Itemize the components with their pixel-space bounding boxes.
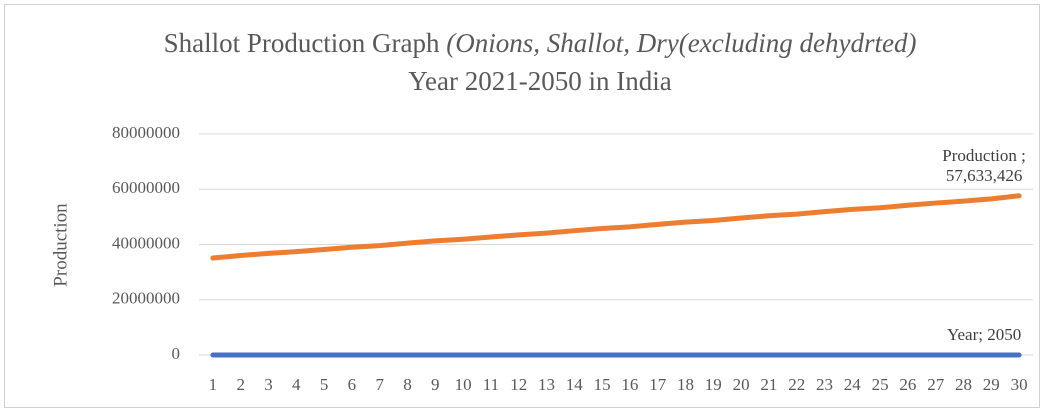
- series-line: [210, 193, 1022, 261]
- x-tick-label: 24: [844, 375, 862, 394]
- x-tick-label: 29: [983, 375, 1000, 394]
- x-tick-label: 12: [510, 375, 527, 394]
- y-tick-label: 60000000: [112, 178, 180, 197]
- x-tick-label: 17: [649, 375, 667, 394]
- y-tick-label: 20000000: [112, 289, 180, 308]
- y-tick-label: 80000000: [112, 123, 180, 142]
- x-tick-label: 11: [483, 375, 499, 394]
- chart-frame: [4, 4, 1040, 408]
- x-tick-label: 18: [677, 375, 694, 394]
- x-tick-label: 27: [927, 375, 945, 394]
- data-label: Year; 2050: [946, 324, 1022, 344]
- title-italic: (Onions, Shallot, Dry(excluding dehydrte…: [446, 28, 917, 58]
- x-tick-label: 5: [320, 375, 329, 394]
- x-tick-label: 14: [566, 375, 584, 394]
- x-tick-label: 22: [788, 375, 805, 394]
- x-tick-label: 4: [292, 375, 301, 394]
- x-tick-label: 26: [899, 375, 916, 394]
- x-tick-label: 13: [538, 375, 555, 394]
- y-axis-label: Production: [50, 203, 71, 287]
- x-tick-label: 28: [955, 375, 972, 394]
- y-tick-label: 0: [172, 344, 181, 363]
- chart-title: Shallot Production Graph (Onions, Shallo…: [140, 24, 940, 100]
- x-tick-label: 21: [760, 375, 777, 394]
- x-tick-label: 25: [872, 375, 889, 394]
- x-tick-label: 1: [209, 375, 218, 394]
- x-tick-label: 8: [403, 375, 412, 394]
- x-tick-label: 19: [705, 375, 722, 394]
- x-tick-label: 15: [594, 375, 611, 394]
- x-tick-label: 23: [816, 375, 833, 394]
- data-label: Production ; 57,633,426: [942, 145, 1026, 185]
- y-tick-label: 40000000: [112, 233, 180, 252]
- title-main: Shallot Production Graph: [163, 28, 440, 58]
- x-tick-label: 2: [236, 375, 245, 394]
- x-tick-label: 16: [621, 375, 638, 394]
- x-tick-label: 7: [375, 375, 384, 394]
- x-tick-label: 30: [1011, 375, 1028, 394]
- x-tick-label: 9: [431, 375, 440, 394]
- x-tick-label: 10: [455, 375, 472, 394]
- x-tick-label: 3: [264, 375, 273, 394]
- title-suffix: Year 2021-2050 in India: [408, 66, 672, 96]
- x-tick-label: 6: [348, 375, 357, 394]
- x-tick-label: 20: [733, 375, 750, 394]
